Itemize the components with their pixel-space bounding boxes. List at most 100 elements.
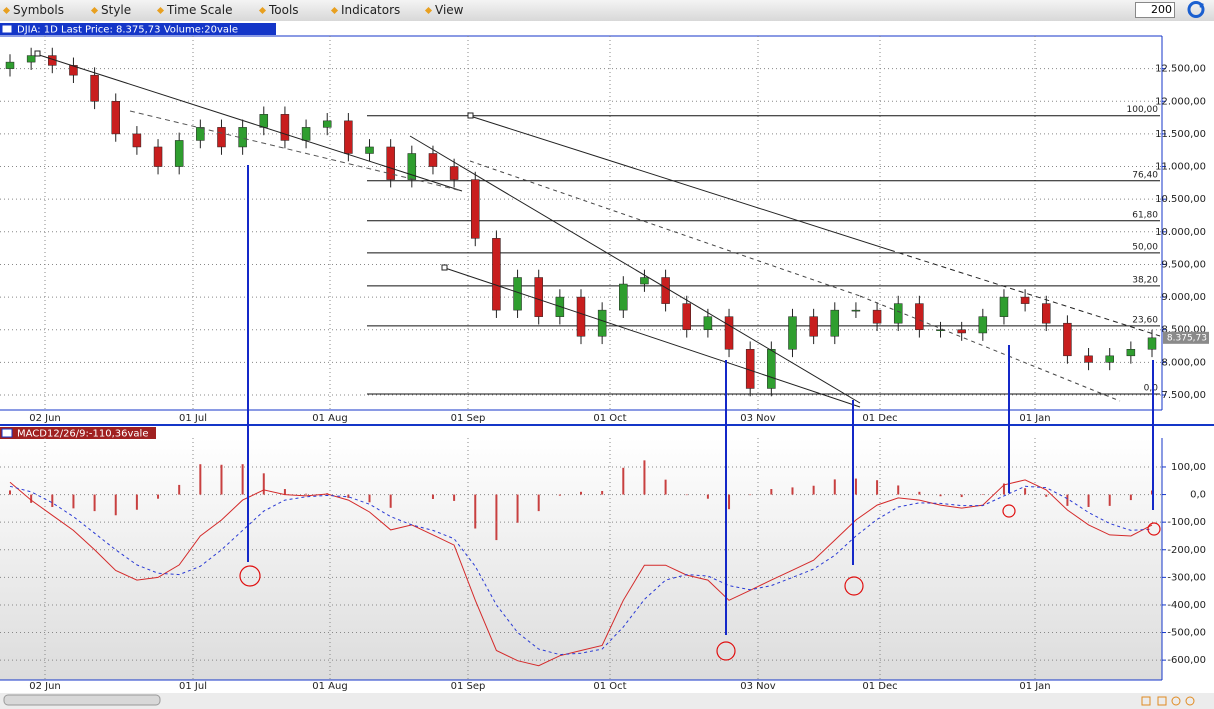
candle-body [872, 309, 882, 324]
histogram-bar [389, 494, 392, 508]
candle-body [682, 303, 691, 330]
histogram-bar [981, 494, 984, 495]
y-tick-label: 12.000,00 [1155, 96, 1206, 107]
histogram-bar [854, 478, 857, 495]
candle-body [724, 316, 734, 350]
y-tick-label: 8.500,00 [1161, 325, 1206, 336]
menu[interactable]: Tools [260, 3, 299, 17]
histogram-bar [72, 494, 75, 509]
candle-body [449, 166, 459, 180]
histogram-bar [728, 494, 731, 510]
histogram-bar [1045, 494, 1048, 497]
y-tick-label: 12.500,00 [1155, 64, 1206, 75]
candle-body [301, 127, 311, 141]
candle-body [90, 74, 99, 102]
histogram-bar [706, 494, 709, 499]
candle-body [322, 120, 332, 128]
annotation-lines [247, 165, 1154, 635]
annotation-circles [239, 504, 1161, 661]
fib-label: 61,80 [1132, 210, 1158, 220]
candle-body [767, 349, 776, 389]
histogram-bar [770, 489, 773, 495]
y-tick-label: 100,00 [1171, 462, 1206, 473]
candle-body [893, 303, 903, 324]
x-tick-label: 01 Aug [312, 681, 347, 692]
refresh-button[interactable] [1185, 0, 1207, 19]
candle-body [640, 277, 649, 285]
candle-body [513, 277, 522, 311]
x-tick-label: 01 Sep [451, 413, 486, 424]
histogram-bar [1066, 494, 1069, 506]
histogram-bar [939, 494, 942, 497]
candle-body [1126, 349, 1136, 357]
candle-body [576, 296, 586, 337]
histogram-bar [918, 491, 921, 495]
candle-body [999, 296, 1009, 317]
histogram-bar [580, 491, 582, 495]
candle-body [1105, 355, 1114, 363]
x-tick-label: 01 Jan [1019, 413, 1050, 424]
candle-body [534, 277, 543, 317]
candle-body [851, 309, 861, 312]
macd-panel [0, 438, 1162, 680]
x-tick-label: 03 Nov [740, 413, 776, 424]
x-tick-label: 01 Dec [862, 413, 897, 424]
macd-title: MACD12/26/9:-110,36vale [17, 429, 148, 440]
x-tick-label: 02 Jun [29, 413, 61, 424]
fib-label: 100,00 [1127, 105, 1159, 115]
histogram-bar [431, 494, 434, 499]
x-tick-label: 03 Nov [740, 681, 776, 692]
histogram-bar [685, 494, 688, 496]
histogram-bar [791, 487, 794, 495]
histogram-bar [558, 494, 561, 496]
candle-body [703, 316, 713, 330]
x-tick-label: 01 Oct [593, 681, 626, 692]
y-tick-label: 11.000,00 [1155, 162, 1206, 173]
histogram-bar [516, 494, 519, 523]
x-tick-label: 01 Jan [1019, 681, 1050, 692]
fib-label: 0,0 [1144, 384, 1159, 394]
scrollbar[interactable] [0, 693, 1214, 709]
menu[interactable]: Time Scale [158, 3, 232, 17]
candle-body [280, 114, 290, 141]
candle-body [153, 146, 163, 167]
histogram-bar [495, 494, 498, 541]
price-title-bar [0, 23, 276, 35]
histogram-bar [178, 484, 181, 495]
histogram-bar [9, 490, 11, 495]
candle-body [957, 329, 966, 334]
histogram-bar [157, 494, 160, 499]
zoom-controls[interactable] [1141, 696, 1195, 706]
candle-body [619, 283, 628, 311]
candle-body [809, 316, 818, 337]
x-tick-label: 01 Jul [179, 413, 207, 424]
y-tick-label: -400,00 [1167, 600, 1206, 611]
y-tick-label: -300,00 [1167, 572, 1206, 583]
histogram-bar [474, 494, 477, 529]
fib-label: 76,40 [1132, 170, 1158, 180]
candle-body [365, 146, 374, 154]
y-tick-label: -200,00 [1167, 545, 1206, 556]
candle-body [386, 146, 395, 180]
histogram-bar [537, 494, 540, 512]
menu[interactable]: Indicators [332, 3, 400, 17]
y-tick-label: 9.500,00 [1161, 259, 1206, 270]
y-tick-label: 7.500,00 [1161, 390, 1206, 401]
candle-body [915, 303, 924, 330]
period-input[interactable]: 200 [1135, 2, 1175, 18]
candle-body [132, 133, 142, 148]
menu[interactable]: View [426, 3, 463, 17]
menu[interactable]: Symbols [4, 3, 64, 17]
x-tick-label: 01 Sep [451, 681, 486, 692]
menu[interactable]: Style [92, 3, 131, 17]
scroll-thumb[interactable] [3, 694, 161, 706]
price-title: DJIA: 1D Last Price: 8.375,73 Volume:20v… [17, 25, 238, 36]
candle-body [788, 316, 797, 350]
y-tick-label: 11.500,00 [1155, 129, 1206, 140]
histogram-bar [664, 479, 667, 495]
histogram-bar [1002, 483, 1005, 495]
histogram-bar [1087, 494, 1090, 507]
candle-body [174, 140, 184, 167]
candle-body [661, 277, 670, 304]
fib-label: 38,20 [1132, 275, 1158, 285]
